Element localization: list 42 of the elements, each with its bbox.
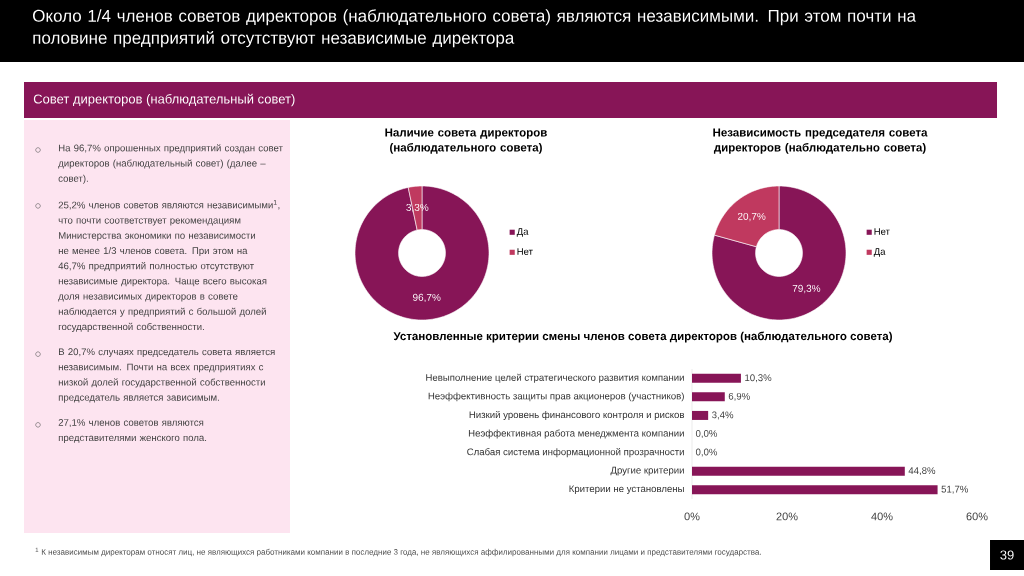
- y-tick-label: Слабая система информационной прозрачности: [467, 448, 684, 458]
- chart-title: Наличие совета директоров (наблюдательного совета): [385, 128, 547, 154]
- data-label: 6,9%: [728, 392, 750, 401]
- chart-title: Независимость председателя совета директоров (наблюдательно совета): [713, 128, 928, 154]
- x-tick-label: 40%: [871, 512, 893, 521]
- y-tick-label: Критерии не установлены: [569, 485, 684, 495]
- text: Около 1/4 членов советов директоров (наблюдательного совета) являются независимыми. При этом почти на половине предприятий отсутствуют независимые директора: [33, 9, 917, 48]
- data-label: 44,8%: [908, 467, 936, 476]
- x-tick-label: 0%: [684, 512, 700, 521]
- y-tick-label: Неэффективность защиты прав акционеров (участников): [428, 392, 684, 402]
- data-label: 0,0%: [695, 430, 718, 438]
- data-label: 51,7%: [941, 485, 968, 494]
- bar: [692, 373, 741, 383]
- x-tick-label: 60%: [966, 512, 988, 521]
- bar: [692, 485, 938, 495]
- legend-label: Нет: [874, 228, 890, 235]
- y-tick-label: Неэффективная работа менеджмента компании: [468, 429, 684, 439]
- text: 27,1% членов советов являются представителями женского пола.: [58, 419, 207, 443]
- bar: [692, 392, 725, 402]
- data-label: 79,3%: [792, 284, 821, 294]
- text: В 20,7% случаях председатель совета является независимым. Почти на всех предприятиях с низкой долей государственной собственности председатель является зависимым.: [58, 348, 275, 403]
- text: Совет директоров (наблюдательный совет): [33, 93, 295, 107]
- data-label: 96,7%: [412, 293, 441, 303]
- text: 39: [1000, 550, 1014, 560]
- legend-label: Да: [873, 248, 886, 257]
- x-tick-label: 20%: [776, 512, 798, 521]
- text: На 96,7% опрошенных предприятий создан совет директоров (наблюдательный совет) (далее – совет).: [58, 144, 283, 184]
- chart-title: Установленные критерии смены членов совета директоров (наблюдательного совета): [393, 331, 892, 343]
- data-label: 10,3%: [745, 374, 772, 383]
- bar: [692, 410, 709, 420]
- y-tick-label: Другие критерии: [610, 466, 684, 476]
- data-label: 3,3%: [406, 203, 429, 213]
- text: $^{1}$ К независимым директорам относят лиц, не являющихся работниками компании в последние 3 года, не являющихся аффилированными для компании лицами и представителями государства.: [35, 547, 761, 557]
- text: 25,2% членов советов являются независимыми$^{1}$, что почти соответствует рекомендациям Министерства экономики по независимости не менее 1/3 членов совета. При этом на 46,7% предприятий полностью отсутствуют независимые директора. Чаще всего высокая доля независимых директоров в совете наблюдается у предприятий с большой долей государственной собственности.: [58, 200, 280, 332]
- legend-label: Да: [516, 228, 529, 237]
- bar: [692, 466, 905, 476]
- data-label: 0,0%: [695, 448, 718, 457]
- y-tick-label: Невыполнение целей стратегического развития компании: [426, 373, 684, 383]
- data-label: 20,7%: [737, 212, 766, 222]
- legend-label: Нет: [517, 248, 533, 255]
- data-label: 3,4%: [712, 411, 734, 420]
- y-tick-label: Низкий уровень финансового контроля и рисков: [469, 410, 685, 420]
